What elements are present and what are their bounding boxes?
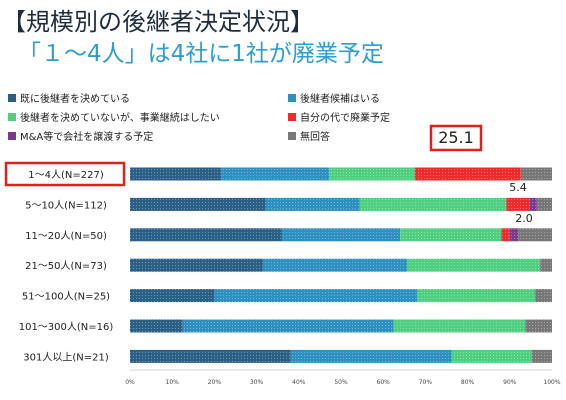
legend-swatch-close bbox=[288, 112, 296, 121]
x-tick-label: 90% bbox=[503, 379, 517, 386]
bar-segment-texture bbox=[535, 289, 552, 303]
legend-item-noanswer: 無回答 bbox=[288, 128, 330, 143]
x-tick-label: 20% bbox=[208, 379, 222, 386]
legend-label-noanswer: 無回答 bbox=[300, 132, 330, 143]
legend-label-ma: M&A等で会社を譲渡する予定 bbox=[20, 132, 154, 143]
category-label: 301人以上(N=21) bbox=[23, 351, 109, 363]
legend-label-candidate: 後継者候補はいる bbox=[300, 94, 380, 105]
x-tick-label: 10% bbox=[166, 379, 180, 386]
bar-segment-texture bbox=[221, 167, 330, 181]
highlight-category-box bbox=[4, 161, 126, 187]
bar-segment-texture bbox=[214, 289, 417, 303]
legend-swatch-decided bbox=[8, 93, 16, 102]
x-tick-label: 40% bbox=[292, 379, 306, 386]
bar-segment-texture bbox=[407, 258, 541, 272]
x-tick-label: 30% bbox=[250, 379, 264, 386]
x-tick-label: 0% bbox=[125, 379, 135, 386]
legend-item-candidate: 後継者候補はいる bbox=[288, 90, 380, 105]
bar-segment-texture bbox=[531, 349, 552, 363]
bar-segment-texture bbox=[536, 197, 552, 211]
bar-segment-texture bbox=[329, 167, 415, 181]
bar-segment-texture bbox=[130, 228, 282, 242]
bar-segment-texture bbox=[529, 197, 537, 211]
bar-segment-texture bbox=[520, 167, 552, 181]
category-label: 5～10人(N=112) bbox=[25, 199, 107, 211]
legend-swatch-noanswer bbox=[288, 131, 296, 140]
chart-title: 【規模別の後継者決定状況】 bbox=[2, 8, 314, 36]
legend-item-ma: M&A等で会社を譲渡する予定 bbox=[8, 128, 153, 143]
bar-segment-texture bbox=[130, 197, 266, 211]
bar-segment-texture bbox=[506, 197, 530, 211]
x-tick-label: 80% bbox=[461, 379, 475, 386]
legend-item-decided: 既に後継者を決めている bbox=[8, 90, 130, 105]
bar-segment-texture bbox=[130, 167, 222, 181]
bar-segment-texture bbox=[540, 258, 552, 272]
legend-label-continue: 後継者を決めていないが、事業継続はしたい bbox=[20, 113, 220, 124]
bar-segment-texture bbox=[509, 228, 519, 242]
x-tick-label: 70% bbox=[419, 379, 433, 386]
legend-label-decided: 既に後継者を決めている bbox=[20, 94, 130, 105]
bar-segment-texture bbox=[359, 197, 507, 211]
bar-segment-texture bbox=[130, 349, 291, 363]
legend-item-continue: 後継者を決めていないが、事業継続はしたい bbox=[8, 109, 220, 124]
bar-segment-texture bbox=[414, 167, 521, 181]
x-tick-label: 60% bbox=[377, 379, 391, 386]
category-label: 51～100人(N=25) bbox=[22, 291, 110, 303]
bar-segment-texture bbox=[290, 349, 452, 363]
bar-segment-texture bbox=[130, 319, 183, 333]
bar-segment-texture bbox=[281, 228, 401, 242]
data-annotation: 2.0 bbox=[515, 212, 533, 225]
bar-segment-texture bbox=[525, 319, 552, 333]
category-label: 1～4人(N=227) bbox=[28, 169, 104, 181]
bar-segment-texture bbox=[262, 258, 408, 272]
x-tick-label: 100% bbox=[543, 379, 560, 386]
bar-segment-texture bbox=[518, 228, 552, 242]
bar-segment-texture bbox=[182, 319, 394, 333]
data-annotation: 25.1 bbox=[438, 128, 474, 147]
category-label: 101～300人(N=16) bbox=[19, 321, 114, 333]
bar-segment-texture bbox=[130, 289, 215, 303]
legend-item-close: 自分の代で廃業予定 bbox=[288, 109, 390, 124]
bar-segment-texture bbox=[501, 228, 510, 242]
chart-subtitle: 「１～4人」は4社に1社が廃業予定 bbox=[18, 41, 384, 67]
legend-swatch-continue bbox=[8, 112, 16, 121]
bar-segment-texture bbox=[265, 197, 360, 211]
bar-segment-texture bbox=[400, 228, 502, 242]
legend-label-close: 自分の代で廃業予定 bbox=[300, 113, 390, 124]
bar-segment-texture bbox=[393, 319, 526, 333]
bar-segment-texture bbox=[130, 258, 263, 272]
annotation-box bbox=[429, 124, 483, 152]
legend-swatch-candidate bbox=[288, 93, 296, 102]
bar-segment-texture bbox=[451, 349, 532, 363]
legend-swatch-ma bbox=[8, 131, 16, 140]
bar-segment-texture bbox=[416, 289, 536, 303]
x-tick-label: 50% bbox=[334, 379, 348, 386]
data-annotation: 5.4 bbox=[509, 181, 527, 194]
category-label: 11～20人(N=50) bbox=[25, 230, 107, 242]
category-label: 21～50人(N=73) bbox=[25, 260, 107, 272]
